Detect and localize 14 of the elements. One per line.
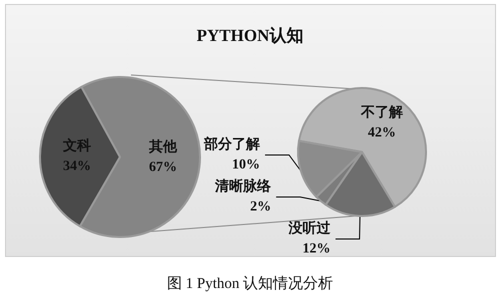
data-label: 67% <box>149 160 177 175</box>
data-label: 34% <box>63 159 91 174</box>
slice-label: 文科 <box>62 137 91 154</box>
slice-label: 没听过 <box>288 220 332 236</box>
slice-label: 不了解 <box>360 104 403 121</box>
slice-label: 部分了解 <box>203 136 260 152</box>
data-label: 12% <box>302 242 331 256</box>
slice-label: 其他 <box>148 138 178 155</box>
data-label: 42% <box>368 126 396 141</box>
slice-label: 清晰脉络 <box>214 178 272 194</box>
caption: 图 1 Python 认知情况分析 <box>166 274 334 293</box>
data-label: 10% <box>232 158 260 172</box>
text: PYTHON认知 <box>196 25 304 47</box>
data-label: 2% <box>250 200 272 214</box>
